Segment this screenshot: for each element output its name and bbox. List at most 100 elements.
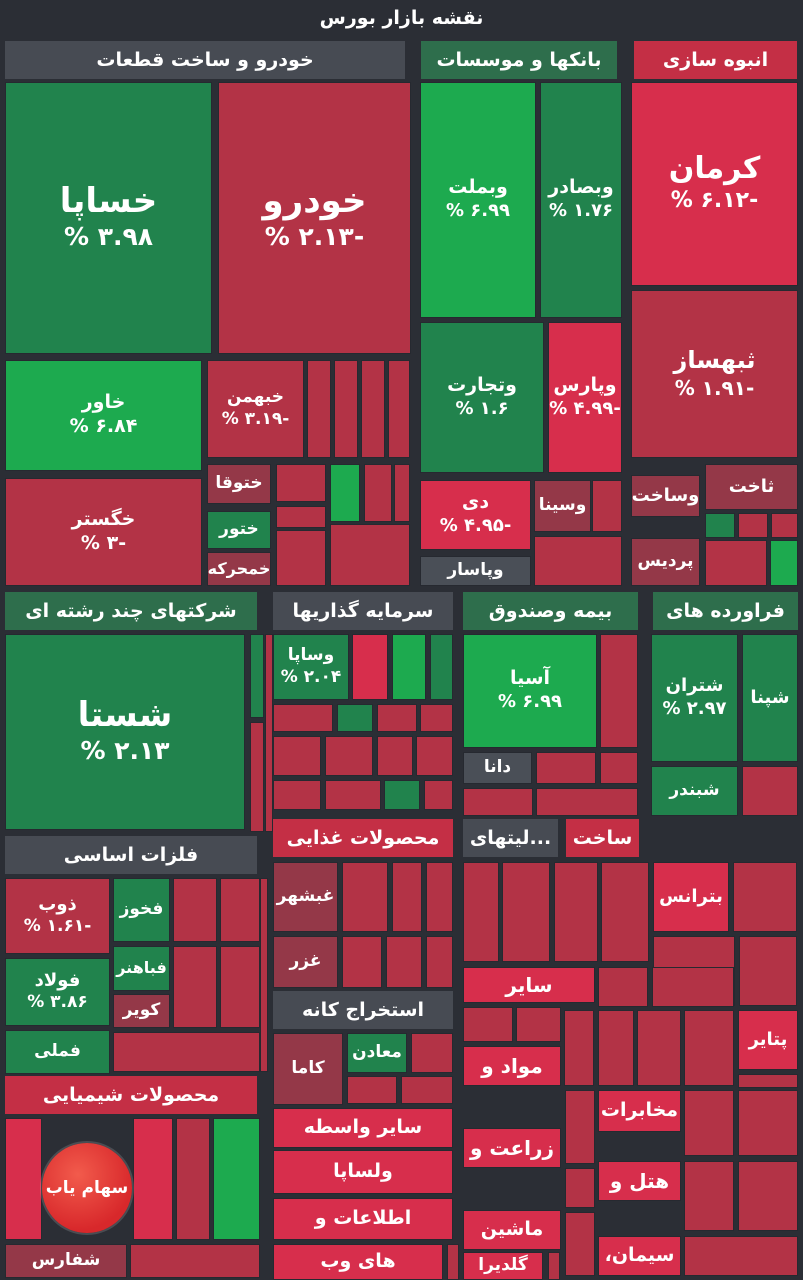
stock-tile[interactable]	[600, 752, 638, 784]
stock-tile[interactable]	[684, 1161, 734, 1231]
stock-tile[interactable]	[601, 862, 649, 962]
stock-tile[interactable]	[334, 360, 358, 458]
sector-tile[interactable]: هتل و	[598, 1161, 681, 1201]
stock-tile[interactable]	[684, 1090, 734, 1156]
stock-tile[interactable]: غزر	[273, 936, 338, 988]
stock-tile[interactable]: وساپا ۲.۰۴ %	[273, 634, 349, 700]
stock-tile[interactable]: دانا	[463, 752, 532, 784]
stock-tile[interactable]	[392, 634, 426, 700]
stock-tile[interactable]	[637, 1010, 681, 1086]
sector-tile[interactable]: پتایر	[738, 1010, 798, 1070]
stock-tile[interactable]: خگستر -۳ %	[5, 478, 202, 586]
stock-tile[interactable]	[250, 634, 264, 718]
stock-tile[interactable]	[420, 704, 453, 732]
stock-tile[interactable]: وتجارت ۱.۶ %	[420, 322, 544, 473]
stock-tile[interactable]	[652, 967, 734, 1007]
stock-tile[interactable]: کرمان -۶.۱۲ %	[631, 82, 798, 286]
stock-tile[interactable]: ثاخت	[705, 464, 798, 510]
stock-tile[interactable]	[600, 634, 638, 748]
sector-tile[interactable]: اطلاعات و	[273, 1198, 453, 1240]
stock-tile[interactable]: خساپا ۳.۹۸ %	[5, 82, 212, 354]
stock-tile[interactable]: غبشهر	[273, 862, 338, 932]
stock-tile[interactable]: کاما	[273, 1033, 343, 1105]
stock-tile[interactable]	[386, 936, 422, 988]
stock-tile[interactable]: فباهنر	[113, 946, 170, 991]
stock-tile[interactable]	[337, 704, 373, 732]
stock-tile[interactable]: معادن	[347, 1033, 407, 1073]
sector-header[interactable]: محصولات شیمیایی	[5, 1076, 257, 1114]
stock-tile[interactable]: فملی	[5, 1030, 110, 1074]
stock-tile[interactable]	[598, 1010, 634, 1086]
stock-tile[interactable]: وسینا	[534, 480, 591, 532]
sector-header[interactable]: شرکتهای چند رشته ای	[5, 592, 257, 630]
stock-tile[interactable]	[364, 464, 392, 522]
sector-tile[interactable]: گلدیرا	[463, 1252, 543, 1280]
stock-tile[interactable]	[516, 1007, 561, 1042]
stock-tile[interactable]	[133, 1118, 173, 1240]
stock-tile[interactable]	[565, 1212, 595, 1276]
stock-tile[interactable]: ختور	[207, 511, 271, 549]
stock-tile[interactable]: خودرو -۲.۱۳ %	[218, 82, 411, 354]
stock-tile[interactable]	[565, 1168, 595, 1208]
stock-tile[interactable]: فخوز	[113, 878, 170, 942]
sector-header[interactable]: بیمه وصندوق	[463, 592, 638, 630]
stock-tile[interactable]: وبملت ۶.۹۹ %	[420, 82, 536, 318]
stock-tile[interactable]	[330, 524, 410, 586]
stock-tile[interactable]: وپاسار	[420, 556, 531, 586]
stock-tile[interactable]	[377, 704, 417, 732]
stock-tile[interactable]	[173, 946, 217, 1028]
stock-tile[interactable]	[426, 862, 453, 932]
stock-tile[interactable]: وپارس -۴.۹۹ %	[548, 322, 622, 473]
sector-tile[interactable]: سایر	[463, 967, 595, 1003]
stock-tile[interactable]	[564, 1010, 594, 1086]
stock-tile[interactable]	[401, 1076, 453, 1104]
stock-tile[interactable]: ثبهساز -۱.۹۱ %	[631, 290, 798, 458]
stock-tile[interactable]	[273, 780, 321, 810]
stock-tile[interactable]: دی -۴.۹۵ %	[420, 480, 531, 550]
stock-tile[interactable]	[173, 878, 217, 942]
stock-tile[interactable]	[213, 1118, 260, 1240]
stock-tile[interactable]	[416, 736, 453, 776]
sector-tile[interactable]: ولساپا	[273, 1150, 453, 1194]
stock-tile[interactable]	[394, 464, 410, 522]
sector-tile[interactable]: های وب	[273, 1244, 443, 1280]
stock-tile[interactable]	[342, 862, 388, 932]
sector-header[interactable]: خودرو و ساخت قطعات	[5, 41, 405, 79]
stock-tile[interactable]	[426, 936, 453, 988]
sector-tile[interactable]: سایر واسطه	[273, 1108, 453, 1148]
sector-header[interactable]: ...لیتهای	[463, 819, 558, 857]
sector-tile[interactable]: زراعت و	[463, 1128, 561, 1168]
stock-tile[interactable]	[273, 736, 321, 776]
stock-tile[interactable]	[738, 1074, 798, 1088]
stock-tile[interactable]	[463, 788, 533, 816]
stock-tile[interactable]	[536, 788, 638, 816]
sector-header[interactable]: بانکها و موسسات	[421, 41, 617, 79]
stock-tile[interactable]	[430, 634, 453, 700]
stock-tile[interactable]	[534, 536, 622, 586]
sector-tile[interactable]: ماشین	[463, 1210, 561, 1250]
stock-tile[interactable]	[592, 480, 622, 532]
sector-header[interactable]: فراورده های	[653, 592, 798, 630]
stock-tile[interactable]	[276, 464, 326, 502]
sector-header[interactable]: انبوه سازی	[634, 41, 797, 79]
stock-tile[interactable]	[738, 1090, 798, 1156]
stock-tile[interactable]	[771, 513, 798, 538]
stock-tile[interactable]	[738, 1161, 798, 1231]
stock-tile[interactable]: فولاد ۳.۸۶ %	[5, 958, 110, 1026]
stock-tile[interactable]	[325, 780, 381, 810]
stock-tile[interactable]	[770, 540, 798, 586]
sector-header[interactable]: محصولات غذایی	[273, 819, 453, 857]
stock-tile[interactable]: خبهمن -۳.۱۹ %	[207, 360, 304, 458]
stock-tile[interactable]: ختوقا	[207, 464, 271, 504]
stock-tile[interactable]: شپنا	[742, 634, 798, 762]
stock-tile[interactable]	[739, 936, 797, 1006]
stock-tile[interactable]: ذوب -۱.۶۱ %	[5, 878, 110, 954]
stock-tile[interactable]: پردیس	[631, 538, 700, 586]
stock-tile[interactable]	[352, 634, 388, 700]
stock-tile[interactable]	[536, 752, 596, 784]
stock-tile[interactable]	[392, 862, 422, 932]
stock-tile[interactable]: وساخت	[631, 475, 700, 517]
stock-tile[interactable]	[5, 1118, 42, 1240]
stock-tile[interactable]	[220, 878, 260, 942]
stock-tile[interactable]: آسیا ۶.۹۹ %	[463, 634, 597, 748]
